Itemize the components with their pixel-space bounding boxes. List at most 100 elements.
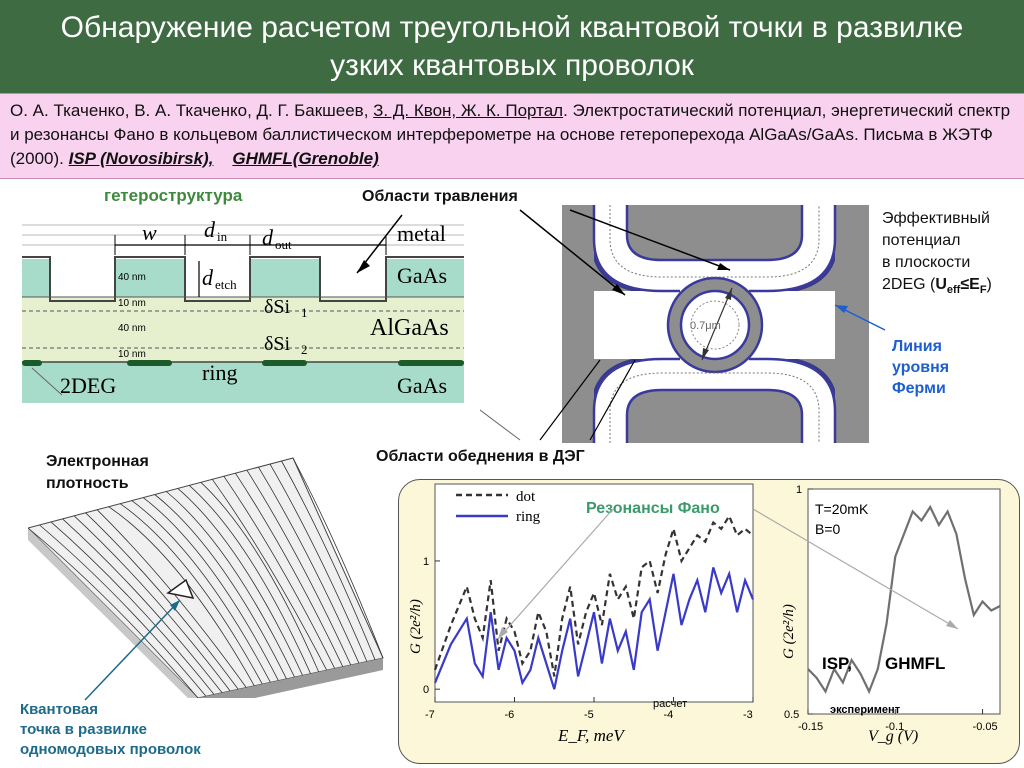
label-10nm-a: 10 nm bbox=[118, 298, 146, 309]
calc-xtick-label-4: -3 bbox=[743, 709, 753, 721]
calc-xtick-label-1: -6 bbox=[505, 709, 515, 721]
exp-series-0 bbox=[807, 504, 1001, 695]
surface-line-15 bbox=[200, 482, 320, 673]
label-gaas-top: GaAs bbox=[397, 263, 447, 288]
fermi-line2: уровня bbox=[892, 359, 950, 376]
heterostructure-title: гетероструктура bbox=[104, 186, 243, 205]
label-detch: d bbox=[202, 265, 214, 290]
surface-line-21 bbox=[269, 463, 368, 662]
surface-line-13 bbox=[177, 488, 303, 676]
surface-line-10 bbox=[142, 497, 279, 681]
gaas-cap-4 bbox=[386, 259, 464, 297]
electron-density-surface bbox=[28, 457, 384, 698]
label-ring: ring bbox=[202, 360, 237, 385]
surface-line-19 bbox=[246, 469, 352, 666]
algaas-layer bbox=[22, 297, 464, 362]
label-w: w bbox=[142, 220, 157, 245]
reference-box: О. А. Ткаченко, В. А. Ткаченко, Д. Г. Ба… bbox=[0, 93, 1024, 179]
reference-org-ghmfl: GHMFL(Grenoble) bbox=[232, 149, 379, 168]
exp-caption: эксперимент bbox=[830, 704, 901, 716]
fermi-line3: Ферми bbox=[892, 380, 946, 397]
label-ring-size: 0.7μm bbox=[690, 320, 721, 332]
dot-line2: точка в развилке bbox=[20, 721, 148, 738]
dot-line3: одномодовых проволок bbox=[20, 741, 201, 758]
twodeg-strip-4 bbox=[398, 360, 464, 366]
calc-legend-dot: dot bbox=[516, 489, 536, 505]
label-din-sub: in bbox=[217, 229, 228, 244]
surface-line-11 bbox=[154, 494, 287, 680]
label-depletion: Области обеднения в ДЭГ bbox=[376, 448, 585, 465]
surface-line-3 bbox=[62, 518, 223, 694]
label-40nm-a: 40 nm bbox=[118, 272, 146, 283]
surface-line-17 bbox=[223, 476, 336, 669]
surface-line-2 bbox=[50, 521, 215, 695]
exp-xtick-label-2: -0.05 bbox=[973, 721, 998, 733]
quantum-dot-arrow bbox=[84, 599, 181, 701]
reference-body: . Электростатический потенциал, энергети… bbox=[10, 101, 1011, 168]
gaas-cap-1 bbox=[22, 259, 50, 297]
label-delta-si1-sub: 1 bbox=[301, 305, 308, 320]
calc-ylabel: G (2e²/h) bbox=[408, 599, 424, 654]
calc-caption: расчет bbox=[653, 698, 687, 710]
potential-map: 0.7μm bbox=[562, 205, 869, 443]
surface-line-4 bbox=[73, 515, 231, 692]
quantum-dot-label: Квантовая точка в развилке одномодовых п… bbox=[20, 700, 201, 760]
calc-xtick-label-3: -4 bbox=[664, 709, 674, 721]
effective-potential-line2: потенциал bbox=[882, 232, 961, 249]
surface-line-7 bbox=[108, 506, 255, 686]
effective-potential-line3: в плоскости bbox=[882, 254, 971, 271]
calc-series-0 bbox=[433, 513, 754, 677]
calc-xlabel: E_F, meV bbox=[557, 726, 626, 745]
surface-line-20 bbox=[258, 466, 360, 664]
metal-outline bbox=[22, 256, 464, 302]
effective-potential-label: Эффективный потенциал в плоскости 2DEG (… bbox=[882, 208, 992, 301]
label-algaas: AlGaAs bbox=[370, 315, 449, 341]
calc-series-1 bbox=[433, 567, 755, 690]
label-40nm-b: 40 nm bbox=[118, 323, 146, 334]
surface-line-23 bbox=[292, 457, 384, 659]
dot-line1: Квантовая bbox=[20, 701, 99, 718]
label-detch-sub: etch bbox=[215, 277, 237, 292]
label-delta-si1: δSi bbox=[264, 296, 291, 318]
twodeg-strip-1 bbox=[22, 360, 42, 366]
label-delta-si2-sub: 2 bbox=[301, 342, 308, 357]
surface-line-9 bbox=[131, 500, 271, 683]
exp-ytick-label-0: 0.5 bbox=[784, 709, 799, 721]
gaas-cap-3 bbox=[250, 259, 320, 297]
density-line2: плотность bbox=[46, 475, 129, 492]
exp-ytick-label-1: 1 bbox=[796, 484, 802, 496]
surface-line-14 bbox=[189, 485, 311, 674]
exp-xtick-label-1: -0.1 bbox=[885, 721, 904, 733]
surface-line-5 bbox=[85, 512, 239, 690]
surface-line-12 bbox=[166, 491, 295, 678]
title-bar: Обнаружение расчетом треугольной квантов… bbox=[0, 0, 1024, 93]
reference-text: О. А. Ткаченко, В. А. Ткаченко, Д. Г. Ба… bbox=[10, 99, 1015, 171]
exp-xlabel: V_g (V) bbox=[868, 728, 918, 745]
calc-ytick-label-1: 1 bbox=[423, 556, 429, 568]
label-delta-si2: δSi bbox=[264, 333, 291, 355]
label-dout: d bbox=[262, 225, 274, 250]
calc-xtick-label-0: -7 bbox=[425, 709, 435, 721]
label-dout-sub: out bbox=[275, 237, 292, 252]
gaas-cap-2 bbox=[115, 259, 185, 297]
surface-line-8 bbox=[119, 503, 263, 685]
electron-density-label: Электронная плотность bbox=[46, 451, 149, 495]
calc-xtick-label-2: -5 bbox=[584, 709, 594, 721]
surface-line-22 bbox=[281, 460, 376, 660]
fano-charts: -7 -6 -5 -4 -3 0 1 dot ring Резонансы Фано рас… bbox=[408, 483, 1001, 745]
label-din: d bbox=[204, 217, 216, 242]
exp-annotation-1: T=20mK bbox=[815, 501, 869, 517]
calc-legend-ring: ring bbox=[516, 509, 541, 525]
exp-annotation-2: B=0 bbox=[815, 521, 841, 537]
exp-labs: ISP, GHMFL bbox=[822, 654, 945, 673]
annotation-arrows bbox=[480, 209, 886, 441]
twodeg-strip-3 bbox=[262, 360, 307, 366]
calc-ytick-label-0: 0 bbox=[423, 684, 429, 696]
surface-line-18 bbox=[235, 472, 344, 667]
exp-xtick-label-0: -0.15 bbox=[798, 721, 823, 733]
surface-line-0 bbox=[28, 527, 199, 698]
label-metal: metal bbox=[397, 221, 446, 246]
surface-line-1 bbox=[39, 524, 207, 697]
twodeg-strip-2 bbox=[127, 360, 172, 366]
density-line1: Электронная bbox=[46, 453, 149, 470]
